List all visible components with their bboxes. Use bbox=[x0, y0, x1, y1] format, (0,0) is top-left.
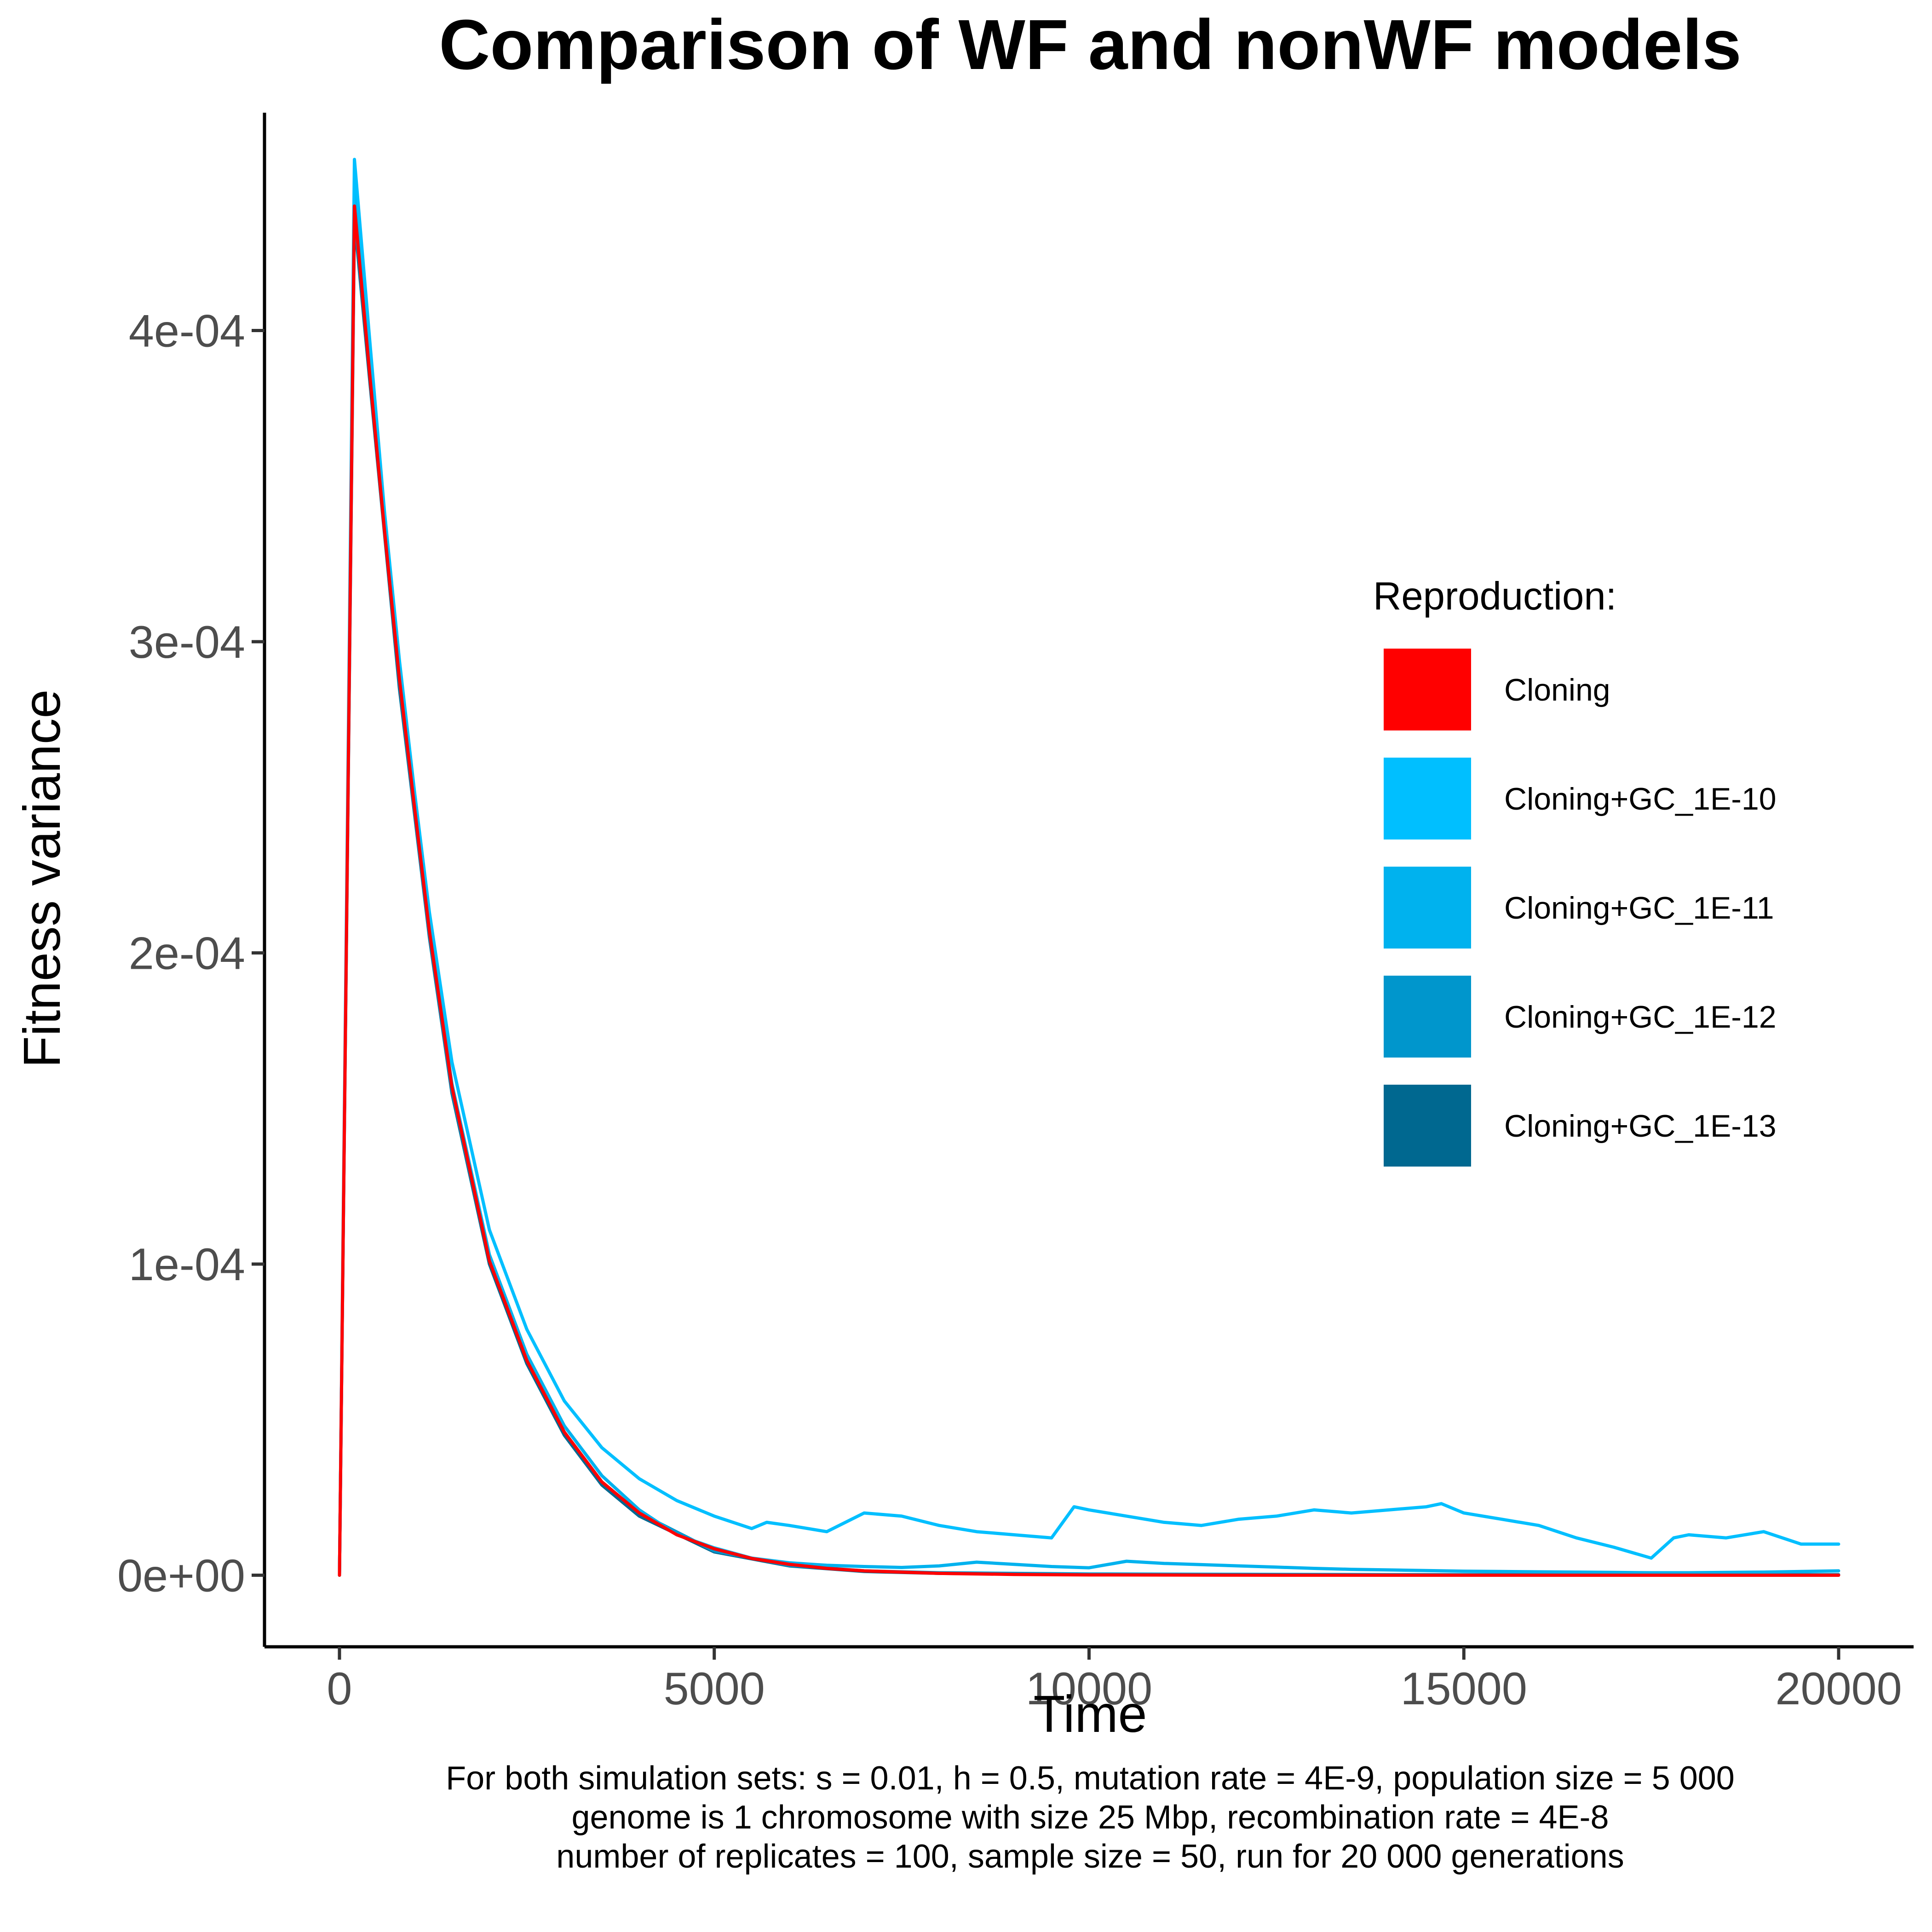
legend-title: Reproduction: bbox=[1373, 575, 1616, 618]
legend-key bbox=[1384, 649, 1471, 730]
legend-label: Cloning+GC_1E-10 bbox=[1504, 782, 1777, 816]
legend-key bbox=[1384, 1085, 1471, 1167]
x-axis-title: Time bbox=[1034, 1685, 1147, 1743]
x-axis-ticks: 0 5000 10000 15000 20000 bbox=[327, 1647, 1902, 1714]
caption-line-2: genome is 1 chromosome with size 25 Mbp,… bbox=[571, 1799, 1609, 1836]
x-tick-label: 5000 bbox=[664, 1663, 765, 1714]
x-tick-label: 15000 bbox=[1401, 1663, 1527, 1714]
caption: For both simulation sets: s = 0.01, h = … bbox=[446, 1760, 1735, 1875]
x-tick-label: 10000 bbox=[1026, 1663, 1152, 1714]
y-tick-label: 1e-04 bbox=[129, 1239, 245, 1290]
legend-key bbox=[1384, 976, 1471, 1058]
x-tick-label: 20000 bbox=[1775, 1663, 1902, 1714]
y-tick-label: 2e-04 bbox=[129, 927, 245, 978]
legend-label: Cloning+GC_1E-11 bbox=[1504, 891, 1774, 926]
caption-line-1: For both simulation sets: s = 0.01, h = … bbox=[446, 1760, 1735, 1797]
series-line-cloning bbox=[338, 204, 1840, 1577]
legend: Reproduction: Cloning Cloning+GC_1E-10 Clo… bbox=[1373, 575, 1777, 1167]
y-axis-title: Fitness variance bbox=[13, 690, 71, 1068]
legend-label: Cloning+GC_1E-13 bbox=[1504, 1109, 1777, 1144]
y-tick-label: 3e-04 bbox=[129, 616, 245, 667]
plot-lines bbox=[338, 158, 1840, 1577]
y-axis-ticks: 0e+00 1e-04 2e-04 3e-04 4e-04 bbox=[117, 305, 264, 1601]
caption-line-3: number of replicates = 100, sample size … bbox=[556, 1838, 1624, 1875]
legend-key bbox=[1384, 758, 1471, 840]
x-tick-label: 0 bbox=[327, 1663, 352, 1714]
series-line-cloning-gc-1e-10 bbox=[338, 158, 1840, 1577]
legend-key bbox=[1384, 867, 1471, 949]
y-tick-label: 0e+00 bbox=[117, 1550, 245, 1601]
legend-label: Cloning bbox=[1504, 673, 1610, 707]
chart-title: Comparison of WF and nonWF models bbox=[439, 5, 1742, 84]
legend-label: Cloning+GC_1E-12 bbox=[1504, 1000, 1777, 1035]
y-tick-label: 4e-04 bbox=[129, 305, 245, 356]
